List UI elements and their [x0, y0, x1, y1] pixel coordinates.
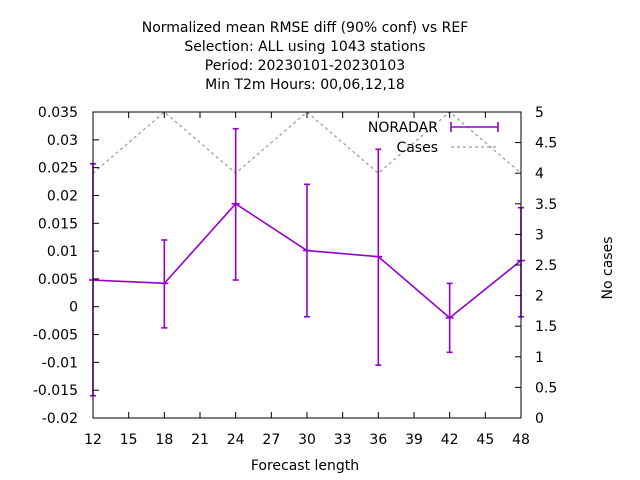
y2-tick-label: 2 [535, 289, 544, 305]
title-line-1: Normalized mean RMSE diff (90% conf) vs … [142, 20, 469, 36]
x-tick-label: 27 [262, 432, 280, 448]
legend-label-cases: Cases [396, 140, 438, 156]
y2-tick-label: 1.5 [535, 319, 557, 335]
x-tick-label: 21 [191, 432, 209, 448]
y2-tick-label: 1 [535, 350, 544, 366]
y-tick-label: 0.005 [38, 272, 78, 288]
x-tick-label: 48 [512, 432, 530, 448]
y-tick-label: 0.015 [38, 216, 78, 232]
y-tick-label: -0.005 [33, 328, 78, 344]
title-line-2: Selection: ALL using 1043 stations [184, 39, 425, 55]
y2-tick-label: 2.5 [535, 258, 557, 274]
y-tick-label: -0.015 [33, 383, 78, 399]
y2-tick-label: 0 [535, 411, 544, 427]
legend: NORADAR Cases [368, 120, 499, 156]
y2-tick-label: 0.5 [535, 380, 557, 396]
series-line-cases [92, 111, 522, 175]
x-tick-label: 24 [227, 432, 245, 448]
y-tick-label: 0.01 [47, 244, 78, 260]
x-tick-label: 15 [120, 432, 138, 448]
legend-label-noradar: NORADAR [368, 120, 438, 136]
y2-tick-label: 4 [535, 166, 544, 182]
x-tick-label: 30 [298, 432, 316, 448]
title-line-4: Min T2m Hours: 00,06,12,18 [205, 77, 405, 93]
x-tick-label: 33 [334, 432, 352, 448]
chart-title: Normalized mean RMSE diff (90% conf) vs … [142, 20, 469, 93]
ticks-layer: 12 15 18 21 24 27 30 33 36 39 42 45 48-0.02-0.015-0.… [33, 105, 557, 448]
x-tick-label: 36 [369, 432, 387, 448]
x-tick-label: 42 [441, 432, 459, 448]
y2-tick-label: 3 [535, 227, 544, 243]
y-tick-label: 0 [69, 300, 78, 316]
x-tick-label: 39 [405, 432, 423, 448]
y-tick-label: 0.02 [47, 188, 78, 204]
y-tick-label: -0.01 [42, 355, 78, 371]
y2-tick-label: 4.5 [535, 136, 557, 152]
data-layer [89, 111, 525, 397]
y2-axis-label: No cases [600, 237, 616, 300]
x-tick-label: 12 [84, 432, 102, 448]
x-axis-label: Forecast length [251, 458, 359, 474]
legend-symbol-noradar [450, 122, 499, 132]
y-tick-label: 0.035 [38, 105, 78, 121]
y-tick-label: 0.03 [47, 133, 78, 149]
y-tick-label: 0.025 [38, 161, 78, 177]
x-tick-label: 18 [155, 432, 173, 448]
title-line-3: Period: 20230101-20230103 [205, 58, 405, 74]
y2-tick-label: 3.5 [535, 197, 557, 213]
y2-tick-label: 5 [535, 105, 544, 121]
y-tick-label: -0.02 [42, 411, 78, 427]
x-tick-label: 45 [476, 432, 494, 448]
